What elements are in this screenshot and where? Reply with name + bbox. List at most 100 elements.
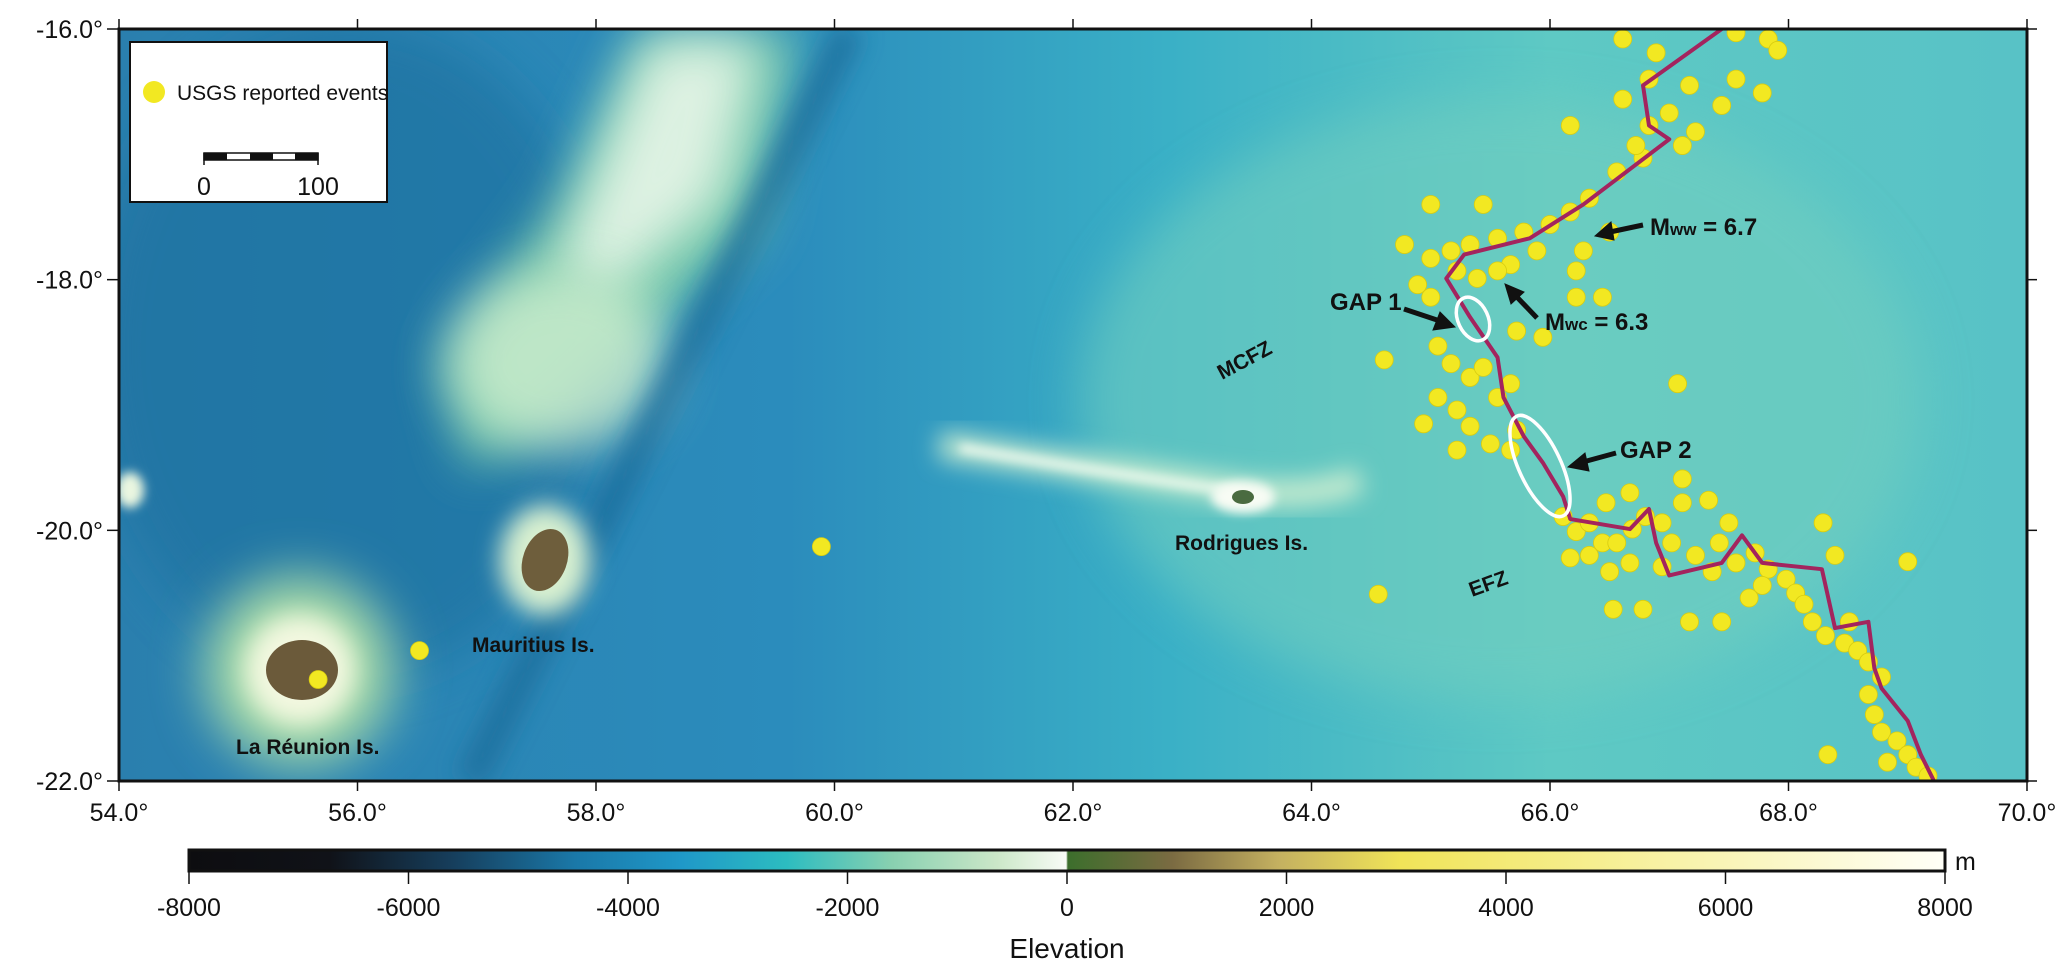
- earthquake-event: [1887, 731, 1907, 751]
- lon-tick-label: 64.0°: [1282, 799, 1341, 827]
- colorbar-label: Elevation: [1009, 933, 1124, 964]
- earthquake-event: [1620, 483, 1640, 503]
- legend-box: [129, 41, 388, 203]
- mwc-m: M: [1545, 309, 1565, 336]
- lat-tick-label: -16.0°: [36, 16, 103, 44]
- earthquake-event: [1626, 136, 1646, 155]
- colorbar-unit: m: [1955, 848, 1976, 876]
- mww-val: = 6.7: [1696, 214, 1757, 241]
- earthquake-event: [1752, 576, 1772, 595]
- earthquake-event: [1620, 553, 1640, 573]
- label-mwc: Mwc = 6.3: [1545, 309, 1648, 336]
- mww-arrowhead: [1593, 221, 1615, 241]
- lon-tick-label: 56.0°: [328, 799, 387, 827]
- earthquake-event: [1726, 553, 1746, 573]
- lon-tick-label: 70.0°: [1998, 799, 2057, 827]
- earthquake-event: [1872, 722, 1891, 742]
- gap2-arrowhead: [1566, 452, 1590, 472]
- boundary-layer: [1444, 29, 1936, 781]
- lon-tick-label: 62.0°: [1044, 799, 1103, 827]
- earthquake-event: [1473, 357, 1493, 377]
- earthquake-event: [1533, 327, 1553, 347]
- earthquake-event: [1414, 414, 1433, 434]
- lon-tick-label: 58.0°: [567, 799, 626, 827]
- earthquake-event: [1818, 745, 1838, 765]
- label-gap2: GAP 2: [1620, 437, 1692, 464]
- earthquake-event: [1709, 533, 1729, 553]
- earthquake-event: [1603, 599, 1623, 619]
- earthquake-event: [1672, 493, 1692, 513]
- lon-tick-label: 60.0°: [805, 799, 864, 827]
- earthquake-event: [1441, 241, 1461, 261]
- earthquake-event: [1566, 522, 1586, 541]
- colorbar-ticks: -8000 -6000 -4000 -2000 0 2000 4000 6000 8000: [157, 871, 1973, 922]
- earthquake-event: [1441, 354, 1461, 374]
- earthquake-event: [1816, 626, 1835, 646]
- earthquake-event: [1719, 513, 1739, 533]
- legend-event-marker: [143, 81, 165, 103]
- legend-label: USGS reported events: [177, 82, 388, 105]
- map-axes: 54.0° 56.0° 58.0° 60.0° 62.0° 64.0° 66.0° 68.0°…: [36, 16, 2056, 827]
- earthquake-event: [1668, 374, 1687, 394]
- mwc-sub: wc: [1564, 315, 1588, 334]
- mwc-val: = 6.3: [1588, 309, 1649, 336]
- colorbar-tick-label: 0: [1060, 894, 1074, 922]
- earthquake-event: [1768, 40, 1788, 60]
- earthquake-event: [1680, 76, 1699, 95]
- earthquake-event: [1447, 440, 1467, 460]
- label-mww: Mww = 6.7: [1650, 214, 1757, 241]
- gap1-ellipse: [1454, 295, 1492, 343]
- earthquake-event: [811, 537, 831, 557]
- earthquake-event: [1428, 336, 1448, 356]
- earthquake-event: [1428, 388, 1448, 407]
- legend: USGS reported events 0 100: [129, 41, 388, 203]
- earthquake-event: [1593, 287, 1612, 307]
- earthquake-event: [1473, 195, 1493, 214]
- earthquake-event: [1794, 594, 1814, 614]
- earthquake-event: [1726, 29, 1746, 43]
- scale-min: 0: [197, 173, 211, 201]
- lon-tick-label: 68.0°: [1759, 799, 1818, 827]
- label-rodrigues: Rodrigues Is.: [1175, 532, 1308, 555]
- scale-max: 100: [297, 173, 339, 201]
- earthquake-event: [308, 670, 328, 689]
- earthquake-event: [1374, 350, 1394, 370]
- gap2-arrow: [1582, 450, 1617, 465]
- earthquake-event: [1686, 546, 1705, 565]
- earthquake-event: [1878, 752, 1897, 772]
- earthquake-event: [1672, 469, 1692, 489]
- earthquake-event: [1460, 416, 1480, 436]
- colorbar-tick-label: 2000: [1259, 894, 1315, 922]
- earthquake-event: [1566, 261, 1586, 281]
- label-reunion: La Réunion Is.: [236, 736, 380, 759]
- earthquake-event: [1825, 546, 1845, 565]
- colorbar-tick-label: -6000: [377, 894, 441, 922]
- colorbar-tick-label: -4000: [596, 894, 660, 922]
- earthquake-event: [1579, 546, 1599, 565]
- earthquake-event: [1507, 321, 1527, 341]
- earthquake-event: [1898, 552, 1918, 572]
- lat-tick-label: -18.0°: [36, 267, 103, 295]
- mww-sub: ww: [1669, 220, 1697, 239]
- earthquake-event: [1527, 241, 1547, 261]
- colorbar: -8000 -6000 -4000 -2000 0 2000 4000 6000 8000 m …: [157, 848, 1976, 964]
- earthquake-event: [1488, 261, 1507, 281]
- lat-tick-label: -20.0°: [36, 517, 103, 545]
- mwc-arrow: [1513, 293, 1539, 320]
- earthquake-event: [1480, 434, 1500, 454]
- earthquake-event: [1712, 612, 1732, 632]
- lon-tick-label: 66.0°: [1521, 799, 1580, 827]
- gap1-arrowhead: [1432, 311, 1457, 331]
- colorbar-tick-label: -2000: [816, 894, 880, 922]
- colorbar-tick-label: -8000: [157, 894, 221, 922]
- earthquake-event: [1408, 275, 1428, 295]
- earthquake-event: [1686, 122, 1705, 142]
- earthquake-event: [1573, 241, 1593, 261]
- earthquake-event: [1858, 685, 1878, 704]
- earthquake-event: [1596, 493, 1616, 513]
- earthquake-event: [1662, 533, 1682, 553]
- earthquake-event: [1726, 69, 1746, 89]
- earthquake-event: [1712, 96, 1732, 115]
- mwc-arrowhead: [1504, 283, 1525, 305]
